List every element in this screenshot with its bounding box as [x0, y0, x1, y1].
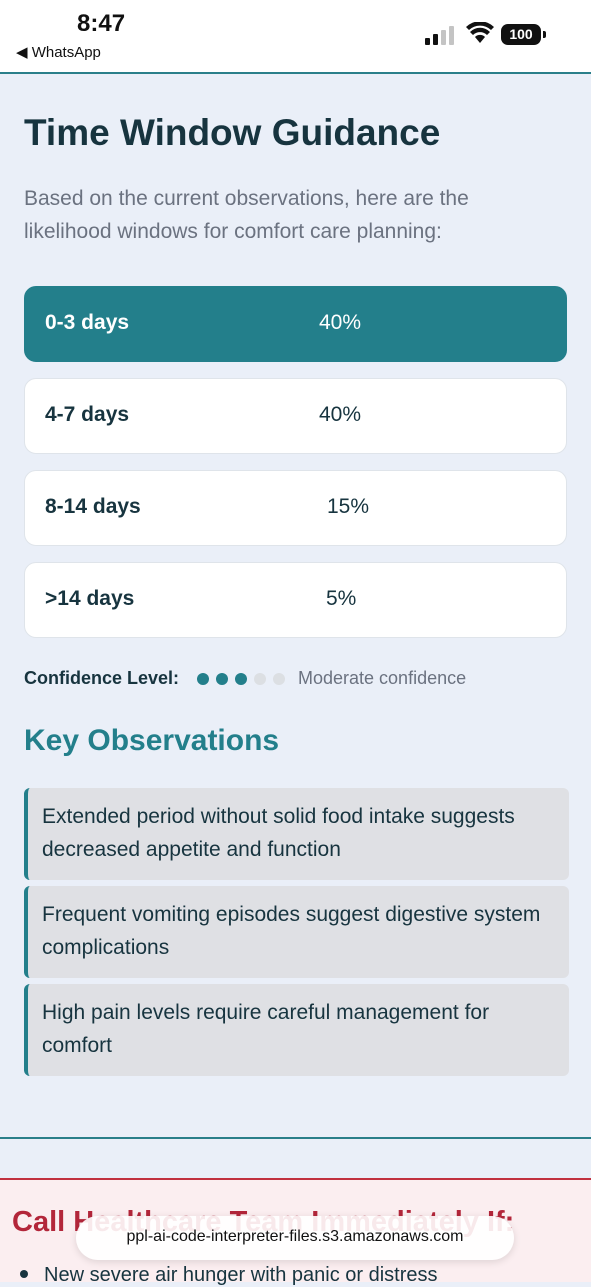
time-window-over-14-days[interactable]: >14 days 5%: [24, 562, 567, 638]
confidence-dot-empty: [254, 673, 266, 685]
status-bar: 8:47 ◀ WhatsApp 100: [0, 0, 591, 74]
confidence-dot-empty: [273, 673, 285, 685]
observation-text: High pain levels require careful managem…: [42, 1001, 490, 1057]
time-window-label: >14 days: [45, 587, 135, 610]
page-title: Time Window Guidance: [24, 112, 441, 153]
observation-text: Frequent vomiting episodes suggest diges…: [42, 903, 541, 959]
time-window-label: 8-14 days: [45, 495, 141, 518]
wifi-icon: [466, 22, 494, 43]
observation-card: Extended period without solid food intak…: [24, 788, 569, 880]
section-divider: [0, 1137, 591, 1139]
url-bar[interactable]: ppl-ai-code-interpreter-files.s3.amazona…: [76, 1216, 514, 1260]
time-window-0-3-days[interactable]: 0-3 days 40%: [24, 286, 567, 362]
time-window-8-14-days[interactable]: 8-14 days 15%: [24, 470, 567, 546]
time-window-percent: 5%: [326, 587, 357, 610]
confidence-text: Moderate confidence: [298, 668, 467, 688]
time-window-percent: 15%: [327, 495, 370, 518]
time-window-label: 0-3 days: [45, 311, 130, 334]
time-window-4-7-days[interactable]: 4-7 days 40%: [24, 378, 567, 454]
confidence-dot-filled: [197, 673, 209, 685]
status-time: 8:47: [77, 10, 126, 37]
alert-list-item: New severe air hunger with panic or dist…: [44, 1264, 438, 1286]
back-to-whatsapp-link[interactable]: ◀ WhatsApp: [16, 44, 101, 61]
time-window-label: 4-7 days: [45, 403, 130, 426]
intro-text: Based on the current observations, here …: [24, 187, 469, 243]
observation-card: Frequent vomiting episodes suggest diges…: [24, 886, 569, 978]
confidence-label: Confidence Level:: [24, 668, 180, 688]
time-window-percent: 40%: [319, 403, 362, 426]
time-window-percent: 40%: [319, 311, 362, 334]
battery-icon: 100: [501, 24, 541, 45]
battery-cap: [543, 31, 546, 38]
observation-text: Extended period without solid food intak…: [42, 805, 515, 861]
bullet-icon: [20, 1270, 28, 1278]
confidence-dot-filled: [216, 673, 228, 685]
observation-card: High pain levels require careful managem…: [24, 984, 569, 1076]
cellular-signal-icon: [425, 25, 455, 45]
url-text: ppl-ai-code-interpreter-files.s3.amazona…: [126, 1228, 464, 1245]
key-observations-title: Key Observations: [24, 724, 280, 757]
confidence-dot-filled: [235, 673, 247, 685]
